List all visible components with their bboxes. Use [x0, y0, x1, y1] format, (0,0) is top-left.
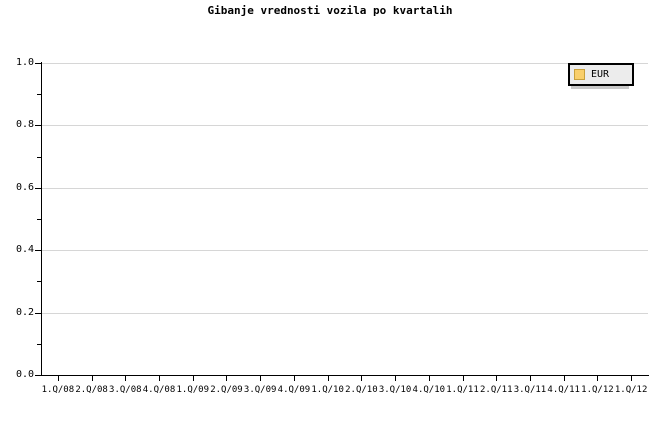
x-axis-tick — [58, 376, 59, 381]
chart-legend[interactable]: EUR — [568, 63, 634, 86]
x-axis-label: 2.Q/08 — [75, 385, 108, 395]
x-axis-tick — [429, 376, 430, 381]
plot-area — [41, 63, 648, 375]
x-axis-tick — [92, 376, 93, 381]
x-axis-tick — [328, 376, 329, 381]
y-axis-minor-tick — [37, 94, 41, 96]
y-axis-tick — [35, 375, 41, 376]
legend-label-eur: EUR — [591, 68, 610, 80]
x-axis-label: 4.Q/08 — [142, 385, 176, 395]
x-axis-label: 1.Q/08 — [41, 385, 75, 395]
x-axis-label: 2.Q/10 — [345, 385, 378, 395]
x-axis-label: 4.Q/11 — [547, 385, 580, 395]
x-axis-label: 4.Q/09 — [277, 385, 311, 395]
x-axis-tick — [395, 376, 396, 381]
y-axis-minor-tick — [37, 281, 41, 283]
y-axis-minor-tick — [37, 156, 41, 158]
x-axis-tick — [260, 376, 261, 381]
x-axis-label: 3.Q/10 — [378, 385, 412, 395]
grid-line — [41, 125, 648, 127]
x-axis-label: 2.Q/09 — [210, 385, 243, 395]
x-axis-tick — [361, 376, 362, 381]
grid-line — [41, 187, 648, 189]
x-axis-label: 4.Q/10 — [412, 385, 446, 395]
x-axis-line — [41, 375, 649, 376]
x-axis-label: 1.Q/11 — [446, 385, 479, 395]
y-axis-label: 0.4 — [15, 244, 34, 256]
x-axis-tick — [631, 376, 632, 381]
x-axis-tick — [159, 376, 160, 381]
y-axis-tick — [35, 250, 41, 252]
grid-line — [41, 250, 648, 252]
x-axis-label: 3.Q/11 — [513, 385, 547, 395]
x-axis-label: 1.Q/12 — [614, 385, 648, 395]
x-axis-label: 3.Q/09 — [243, 385, 277, 395]
y-axis-label: 0.2 — [15, 306, 34, 318]
x-axis-tick — [125, 376, 126, 381]
chart-title: Gibanje vrednosti vozila po kvartalih — [207, 4, 453, 17]
y-axis-tick — [35, 125, 41, 127]
grid-line — [41, 63, 648, 64]
x-axis-tick — [496, 376, 497, 381]
grid-line — [41, 312, 648, 314]
y-axis-label: 0.0 — [15, 369, 34, 380]
y-axis-label: 0.8 — [15, 119, 34, 131]
y-axis-label: 1.0 — [15, 57, 34, 68]
x-axis-label: 1.Q/12 — [581, 385, 614, 395]
x-axis-tick — [193, 376, 194, 381]
x-axis-tick — [463, 376, 464, 381]
legend-swatch-eur-icon — [574, 69, 585, 80]
y-axis-minor-tick — [37, 219, 41, 220]
x-axis-tick — [597, 376, 598, 381]
x-axis-tick — [530, 376, 531, 381]
x-axis-label: 3.Q/08 — [109, 385, 142, 395]
y-axis-tick — [35, 63, 41, 64]
x-axis-tick — [564, 376, 565, 381]
x-axis-tick — [226, 376, 227, 381]
y-axis-line — [41, 62, 42, 376]
x-axis-label: 1.Q/09 — [176, 385, 210, 395]
x-axis-tick — [294, 376, 295, 381]
y-axis-label: 0.6 — [15, 181, 34, 193]
x-axis-label: 2.Q/11 — [479, 385, 513, 395]
x-axis-label: 1.Q/10 — [311, 385, 344, 395]
y-axis-tick — [35, 312, 41, 314]
y-axis-minor-tick — [37, 343, 41, 345]
y-axis-tick — [35, 187, 41, 189]
